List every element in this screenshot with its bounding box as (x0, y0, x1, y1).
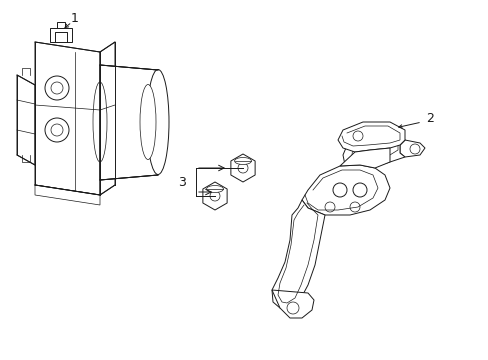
Polygon shape (100, 42, 115, 195)
Text: 3: 3 (178, 176, 185, 189)
Polygon shape (57, 22, 65, 28)
Polygon shape (35, 42, 100, 195)
Polygon shape (302, 165, 389, 215)
Polygon shape (100, 65, 158, 180)
Polygon shape (230, 154, 255, 182)
Polygon shape (271, 200, 325, 308)
Polygon shape (337, 122, 404, 152)
Ellipse shape (206, 185, 223, 193)
Polygon shape (35, 185, 100, 205)
Polygon shape (50, 28, 72, 42)
Polygon shape (339, 148, 389, 168)
Text: 2: 2 (425, 112, 433, 125)
Ellipse shape (147, 69, 169, 175)
Polygon shape (203, 182, 226, 210)
Ellipse shape (234, 158, 251, 165)
Polygon shape (399, 140, 424, 157)
Ellipse shape (140, 85, 156, 159)
Polygon shape (351, 135, 397, 163)
Polygon shape (17, 75, 35, 165)
Polygon shape (342, 128, 404, 170)
Polygon shape (271, 290, 313, 318)
Text: 1: 1 (71, 12, 79, 24)
